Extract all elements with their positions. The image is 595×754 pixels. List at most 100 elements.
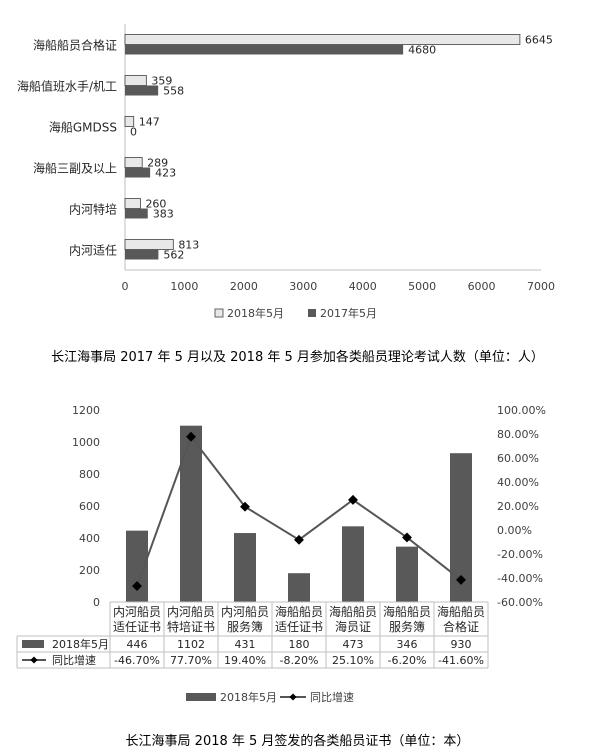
x-tick-label: 0 [122,280,129,293]
left-axis-tick-label: 400 [79,532,100,545]
bar-value-label: 147 [139,116,160,129]
table-value-count: 431 [235,638,256,651]
bar-2017 [125,85,159,96]
x-tick-label: 6000 [468,280,496,293]
chart2-caption: 长江海事局 2018 年 5 月签发的各类船员证书（单位：本） [125,734,470,749]
table-value-count: 180 [289,638,310,651]
legend-swatch-bar [186,693,216,701]
x-tick-label: 7000 [527,280,555,293]
bar-value-label: 813 [178,239,199,252]
bar-2018-may [234,533,256,602]
category-label: 内河船员 [113,605,161,619]
table-value-growth: 19.40% [224,654,266,667]
category-label: 适任证书 [275,620,323,634]
category-label: 内河适任 [69,244,117,258]
left-axis-tick-label: 800 [79,468,100,481]
bar-2018-may [450,453,472,602]
bar-2018 [124,116,135,127]
bar-value-label: 423 [155,167,176,180]
category-label: 海船GMDSS [49,120,117,135]
category-label: 海船船员 [383,604,431,619]
legend-swatch [214,308,224,318]
bar-value-label: 6645 [525,34,553,47]
bar-2018 [124,198,141,209]
category-label: 合格证 [443,619,479,634]
legend: 2018年5月 同比增速 [186,690,354,704]
right-axis-tick-label: 20.00% [497,500,539,513]
bar-2018-may [126,530,148,602]
bar-2018-may [342,526,364,602]
category-label: 内河特培 [69,202,117,217]
bar-2018 [124,34,521,45]
category-label: 海船船员 [437,604,485,619]
x-tick-label: 3000 [289,280,317,293]
bar-value-label: 558 [163,85,184,98]
right-axis-tick-label: -40.00% [497,572,543,585]
table-value-count: 446 [127,638,148,651]
table-value-growth: -8.20% [280,654,319,667]
table-value-growth: -46.70% [114,654,160,667]
right-axis-tick-label: 80.00% [497,428,539,441]
right-axis-tick-label: 40.00% [497,476,539,489]
bar-value-label: 289 [147,157,168,170]
table-bar-swatch [22,640,44,648]
category-label: 海船三副及以上 [33,161,117,176]
category-label: 内河船员 [167,605,215,619]
bar-value-label: 4680 [408,44,436,57]
exam-participants-chart: 0 1000 2000 3000 4000 5000 6000 7000 海船船员合格证 6645… [17,24,555,320]
legend: 2018年5月 2017年5月 [214,306,377,320]
table-value-growth: 25.10% [332,654,374,667]
category-label: 服务簿 [389,619,425,634]
right-axis-tick-label: 60.00% [497,452,539,465]
growth-point [186,431,196,442]
right-axis-tick-label: 100.00% [497,404,546,417]
bar-2018-may [396,546,418,602]
bar-2017 [125,208,148,219]
bar-2017 [125,249,159,260]
table-row-label: 同比增速 [52,653,96,667]
left-axis-tick-label: 200 [79,564,100,577]
bar-2017 [125,44,404,55]
x-tick-label: 2000 [230,280,258,293]
left-axis-tick-label: 0 [93,596,100,609]
table-row-label: 2018年5月 [52,637,109,651]
x-tick-label: 1000 [170,280,198,293]
category-label: 海船船员 [275,604,323,619]
certificates-issued-chart: 0 200 400 600 800 1000 1200 -60.00% -40.00% -20.0… [16,404,546,704]
growth-point [240,501,250,512]
table-value-count: 473 [343,638,364,651]
table-value-growth: -6.20% [388,654,427,667]
bar-2017 [125,167,151,178]
left-axis-tick-label: 1200 [72,404,100,417]
category-label: 服务簿 [227,619,263,634]
bar-2018-may [288,573,310,602]
table-value-growth: 77.70% [170,654,212,667]
right-axis-tick-label: 0.00% [497,524,532,537]
table-value-count: 346 [397,638,418,651]
legend-label: 同比增速 [310,690,354,704]
growth-point [402,532,412,543]
category-label: 适任证书 [113,620,161,634]
category-label: 海船船员 [329,604,377,619]
chart1-caption: 长江海事局 2017 年 5 月以及 2018 年 5 月参加各类船员理论考试人… [51,350,544,365]
legend-label: 2018年5月 [227,306,284,320]
category-label: 海船值班水手/机工 [17,79,117,94]
left-axis-tick-label: 1000 [72,436,100,449]
bar-2018-may [180,425,202,602]
category-label: 特培证书 [167,619,215,634]
legend-label: 2018年5月 [220,690,277,704]
category-label: 内河船员 [221,605,269,619]
right-axis-tick-label: -20.00% [497,548,543,561]
category-label: 海船船员合格证 [33,38,117,53]
x-tick-label: 4000 [349,280,377,293]
table-value-count: 1102 [177,638,205,651]
category-label: 海员证 [335,619,371,634]
legend-swatch [308,309,316,317]
legend-line-marker [289,693,297,701]
legend-label: 2017年5月 [320,306,377,320]
bar-value-label: 260 [145,198,166,211]
table-value-count: 930 [451,638,472,651]
bar-value-label: 383 [153,208,174,221]
bar-value-label: 562 [163,249,184,262]
bar-value-label: 359 [151,75,172,88]
